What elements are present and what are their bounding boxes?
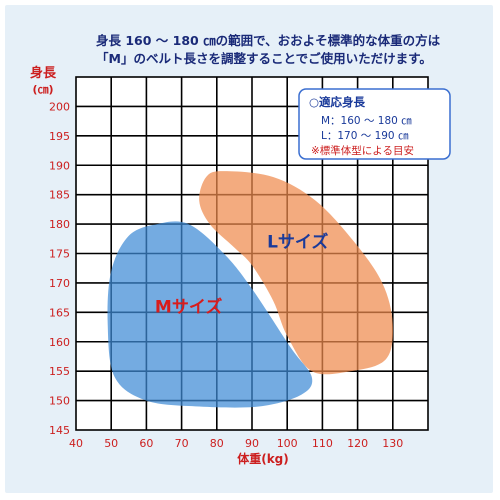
legend: ○適応身長 M：160 ～ 180 ㎝ L：170 ～ 190 ㎝ ※標準体型に…	[298, 88, 451, 160]
tick-labels: 40 50 60 70 80 90 100 110 120 130 145 150 155 160 165 1…	[49, 100, 403, 450]
region-l-size	[199, 171, 393, 375]
y-tick-label: 160	[49, 336, 70, 349]
x-tick-label: 60	[139, 437, 153, 450]
legend-item-m: M：160 ～ 180 ㎝	[321, 115, 412, 127]
header-line-1: 身長 160 ～ 180 ㎝の範囲で、おおよそ標準的な体重の方は	[96, 33, 441, 48]
y-tick-label: 145	[49, 424, 70, 437]
y-tick-label: 155	[49, 365, 70, 378]
region-m-label: Mサイズ	[155, 296, 222, 317]
y-tick-label: 165	[49, 306, 70, 319]
x-tick-label: 130	[382, 437, 403, 450]
legend-title: ○適応身長	[309, 95, 366, 109]
y-tick-label: 200	[49, 100, 70, 113]
y-tick-label: 170	[49, 277, 70, 290]
y-axis-label: 身長	[30, 65, 57, 81]
chart-frame: 身長 160 ～ 180 ㎝の範囲で、おおよそ標準的な体重の方は 「M」のベルト…	[5, 5, 493, 493]
x-tick-label: 90	[245, 437, 259, 450]
region-m-size	[107, 221, 313, 408]
x-axis-label: 体重(kg)	[237, 451, 289, 466]
x-tick-label: 100	[277, 437, 298, 450]
size-regions: Mサイズ Lサイズ	[107, 171, 393, 408]
x-tick-label: 40	[69, 437, 83, 450]
legend-item-l: L：170 ～ 190 ㎝	[321, 130, 409, 142]
y-tick-label: 150	[49, 395, 70, 408]
x-tick-label: 110	[312, 437, 333, 450]
y-tick-label: 185	[49, 189, 70, 202]
y-tick-label: 180	[49, 218, 70, 231]
x-tick-label: 80	[210, 437, 224, 450]
x-tick-label: 50	[104, 437, 118, 450]
legend-note: ※標準体型による目安	[311, 144, 414, 157]
chart: 身長 160 ～ 180 ㎝の範囲で、おおよそ標準的な体重の方は 「M」のベルト…	[30, 33, 451, 466]
region-l-label: Lサイズ	[267, 232, 328, 253]
y-tick-label: 175	[49, 248, 70, 261]
x-tick-label: 70	[175, 437, 189, 450]
y-tick-label: 195	[49, 130, 70, 143]
y-tick-label: 190	[49, 159, 70, 172]
header-line-2: 「M」のベルト長さを調整することでご使用いただけます。	[96, 51, 432, 66]
legend-box	[298, 88, 451, 160]
y-axis-unit: (㎝)	[32, 83, 53, 96]
x-tick-label: 120	[347, 437, 368, 450]
